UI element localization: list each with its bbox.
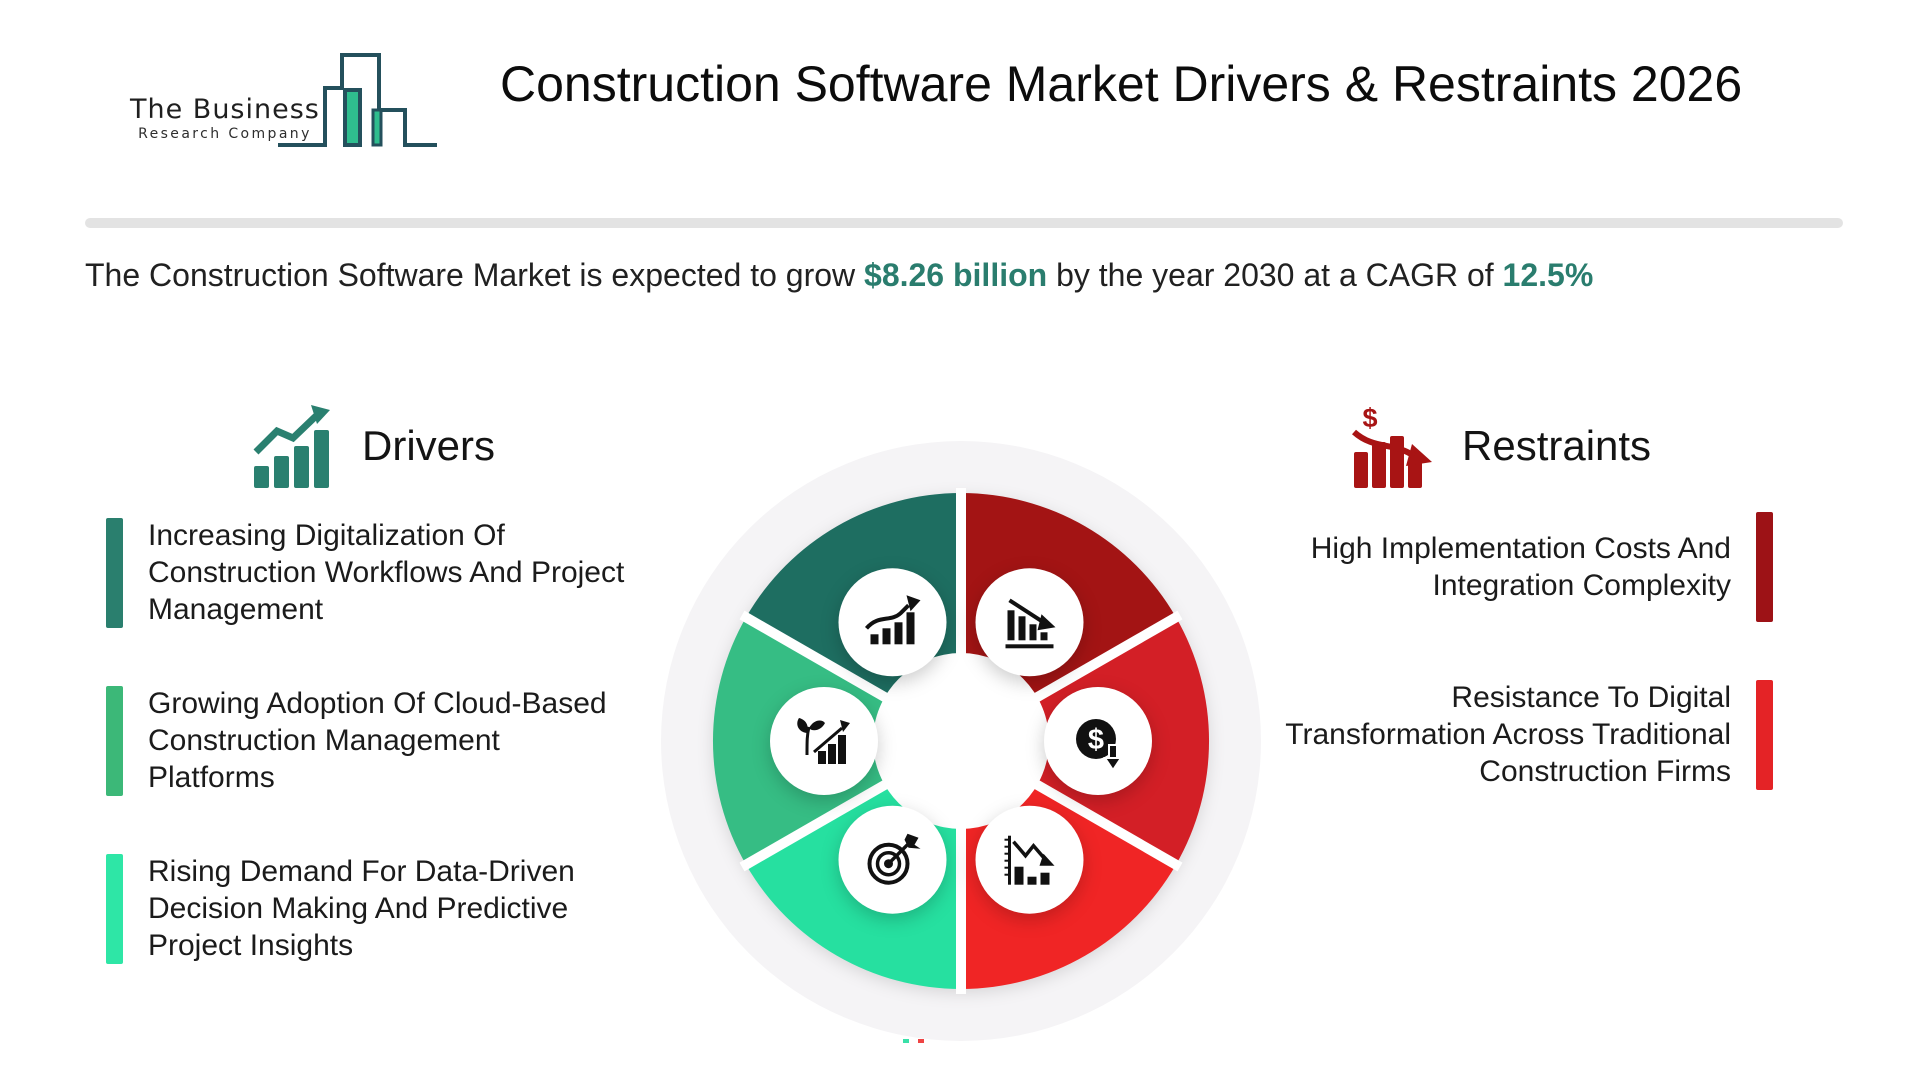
restraint-accent-bar <box>1756 679 1773 790</box>
brand-name: The Business Research Company <box>130 94 320 142</box>
wheel-center-hole <box>873 653 1049 829</box>
wheel-bottom-marker-dots <box>903 1039 924 1043</box>
driver-item: Rising Demand For Data-Driven Decision M… <box>106 853 653 964</box>
driver-text: Rising Demand For Data-Driven Decision M… <box>148 855 575 962</box>
declining-bars-dollar-icon: $ <box>1352 404 1432 488</box>
restraints-heading-label: Restraints <box>1462 422 1652 469</box>
declining-bars-icon <box>1005 598 1056 649</box>
brand-skyline-icon <box>277 53 437 147</box>
driver-accent-bar <box>106 517 123 628</box>
drivers-list: Increasing Digitalization Of Constructio… <box>106 517 653 1021</box>
target-dart-icon <box>867 833 921 885</box>
restraint-item: Resistance To Digital Transformation Acr… <box>1171 679 1773 790</box>
market-summary: The Construction Software Market is expe… <box>85 257 1593 294</box>
restraints-heading: $ Restraints <box>1352 404 1651 488</box>
driver-text: Increasing Digitalization Of Constructio… <box>148 519 625 626</box>
header-divider <box>85 218 1843 228</box>
growth-bars-arrow-icon <box>253 405 330 488</box>
driver-accent-bar <box>106 853 123 964</box>
brand-name-line2: Research Company <box>138 126 312 142</box>
dollar-decrease-icon: $ <box>1076 719 1123 772</box>
growth-trend-icon <box>864 595 921 645</box>
summary-cagr-value: 12.5% <box>1502 257 1594 293</box>
drivers-heading: Drivers <box>252 404 495 488</box>
restraint-text: Resistance To Digital Transformation Acr… <box>1285 681 1731 788</box>
page-title: Construction Software Market Drivers & R… <box>500 56 1743 112</box>
drivers-heading-label: Drivers <box>362 422 495 469</box>
driver-text: Growing Adoption Of Cloud-Based Construc… <box>148 687 607 794</box>
restraint-text: High Implementation Costs And Integratio… <box>1310 532 1731 602</box>
declining-line-chart-icon <box>1004 835 1055 885</box>
summary-text-middle: by the year 2030 at a CAGR of <box>1047 257 1503 293</box>
restraint-item: High Implementation Costs And Integratio… <box>1171 512 1773 622</box>
restraint-accent-bar <box>1756 512 1773 622</box>
svg-text:$: $ <box>1088 724 1104 756</box>
plant-growth-icon <box>797 718 850 764</box>
brand-name-line1: The Business <box>130 94 320 125</box>
brand-logo: The Business Research Company <box>130 48 441 150</box>
drivers-restraints-wheel: $ <box>661 441 1261 1043</box>
driver-accent-bar <box>106 685 123 796</box>
summary-text-before: The Construction Software Market is expe… <box>85 257 865 293</box>
driver-item: Increasing Digitalization Of Constructio… <box>106 517 653 628</box>
driver-item: Growing Adoption Of Cloud-Based Construc… <box>106 685 653 796</box>
svg-text:$: $ <box>1362 404 1377 433</box>
summary-market-value: $8.26 billion <box>864 257 1048 293</box>
restraints-list: High Implementation Costs And Integratio… <box>1171 512 1773 847</box>
